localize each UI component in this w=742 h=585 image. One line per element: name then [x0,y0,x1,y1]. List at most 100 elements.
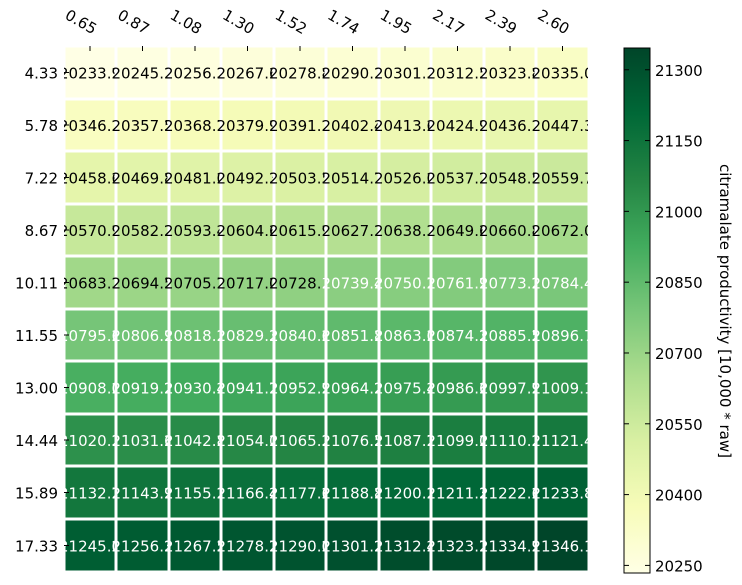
cell-value-label: 21256.3 [111,538,173,556]
colorbar-tick-label: 20400 [655,487,703,505]
y-tick-label: 4.33 [25,65,58,83]
cell-value-label: 20559.7 [531,170,593,188]
cell-value-label: 21076.5 [321,432,383,450]
cell-value-label: 20627.1 [321,222,383,240]
cell-value-label: 20952.9 [269,380,331,398]
heatmap-cell [219,517,276,574]
colorbar-tick-label: 20250 [655,557,703,575]
heatmap-cell [429,517,486,574]
x-tick-label: 0.65 [62,6,100,38]
cell-value-label: 20548.5 [479,170,541,188]
cell-value-label: 20346.2 [59,117,121,135]
cell-value-label: 20649.6 [426,222,488,240]
cell-value-label: 20997.9 [479,380,541,398]
cell-value-label: 20840.6 [269,327,331,345]
y-tick-label: 5.78 [25,117,58,135]
cell-value-label: 20773.2 [479,275,541,293]
heatmap-cell [482,517,538,574]
y-tick-label: 15.89 [15,485,58,503]
cell-value-label: 21065.3 [269,432,331,450]
x-tick-label: 0.87 [115,6,153,38]
heatmap-cell [219,97,276,153]
cell-value-label: 20301.3 [374,65,436,83]
cell-value-label: 21346.1 [531,538,593,556]
cell-value-label: 20806.9 [111,327,173,345]
cell-value-label: 21099.0 [426,432,488,450]
heatmap-cell [114,307,171,363]
heatmap-cell [429,412,486,468]
colorbar-label: citramalate productivity [10,000 * raw] [716,164,734,458]
cell-value-label: 20795.6 [59,327,121,345]
cell-value-label: 21312.4 [374,538,436,556]
heatmap-cell [429,149,486,206]
cell-value-label: 21009.1 [531,380,593,398]
cell-value-label: 20526.0 [374,170,436,188]
cell-value-label: 20694.5 [111,275,173,293]
x-tick-label: 1.30 [220,6,258,38]
cell-value-label: 20593.4 [164,222,226,240]
cell-value-label: 21031.6 [111,432,173,450]
cell-value-label: 20357.5 [111,117,173,135]
x-tick-label: 1.08 [167,6,205,38]
heatmap-cell [429,464,486,521]
colorbar-tick-label: 21000 [655,203,703,221]
heatmap-cell [482,254,538,311]
cell-value-label: 20492.3 [216,170,278,188]
cell-value-label: 20323.8 [479,65,541,83]
y-tick-label: 13.00 [15,380,58,398]
heatmap-cell [482,202,538,258]
cell-value-label: 20267.6 [216,65,278,83]
cell-value-label: 20975.4 [374,380,436,398]
y-tick-label: 14.44 [15,432,58,450]
heatmap-cell [167,46,223,101]
heatmap-cell [429,97,486,153]
cell-value-label: 20896.7 [531,327,593,345]
cell-value-label: 21188.8 [321,485,383,503]
cell-value-label: 20874.3 [426,327,488,345]
cell-value-label: 21245.0 [59,538,121,556]
y-tick-label: 11.55 [15,327,58,345]
heatmap-cell [219,359,276,416]
heatmap-cell [324,517,381,574]
cell-value-label: 20964.2 [321,380,383,398]
heatmap-cell [534,517,588,574]
y-tick-label: 7.22 [25,170,58,188]
cell-value-label: 21132.7 [59,485,121,503]
cell-value-label: 20514.7 [321,170,383,188]
cell-value-label: 20638.3 [374,222,436,240]
cell-value-label: 20750.7 [374,275,436,293]
heatmap-cell [534,464,588,521]
heatmap-cell [272,412,328,468]
cell-value-label: 21211.3 [426,485,488,503]
cell-value-label: 21334.9 [479,538,541,556]
cell-value-label: 20908.0 [59,380,121,398]
cell-value-label: 20368.7 [164,117,226,135]
cell-value-label: 20233.9 [59,65,121,83]
cell-value-label: 20604.6 [216,222,278,240]
cell-value-label: 20256.3 [164,65,226,83]
cell-value-label: 20582.2 [111,222,173,240]
colorbar-tick-label: 20850 [655,274,703,292]
heatmap-cell [534,149,588,206]
cell-value-label: 20245.1 [111,65,173,83]
cell-value-label: 21323.7 [426,538,488,556]
heatmap-cell [167,412,223,468]
cell-value-label: 20683.3 [59,275,121,293]
cell-value-label: 20930.4 [164,380,226,398]
cell-value-label: 20829.3 [216,327,278,345]
cell-value-label: 21155.1 [164,485,226,503]
heatmap-cell [272,254,328,311]
colorbar-tick-label: 21150 [655,133,703,151]
y-tick-label: 17.33 [15,538,58,556]
cell-value-label: 20458.6 [59,170,121,188]
heatmap-cell [377,149,433,206]
cell-value-label: 21301.2 [321,538,383,556]
cell-value-label: 20402.4 [321,117,383,135]
x-tick-label: 1.52 [272,6,310,38]
heatmap-cell [64,254,118,311]
heatmap-cell [377,517,433,574]
x-tick-label: 1.74 [325,6,363,38]
heatmap-cell [534,412,588,468]
heatmap-cell [482,97,538,153]
cell-value-label: 20919.2 [111,380,173,398]
